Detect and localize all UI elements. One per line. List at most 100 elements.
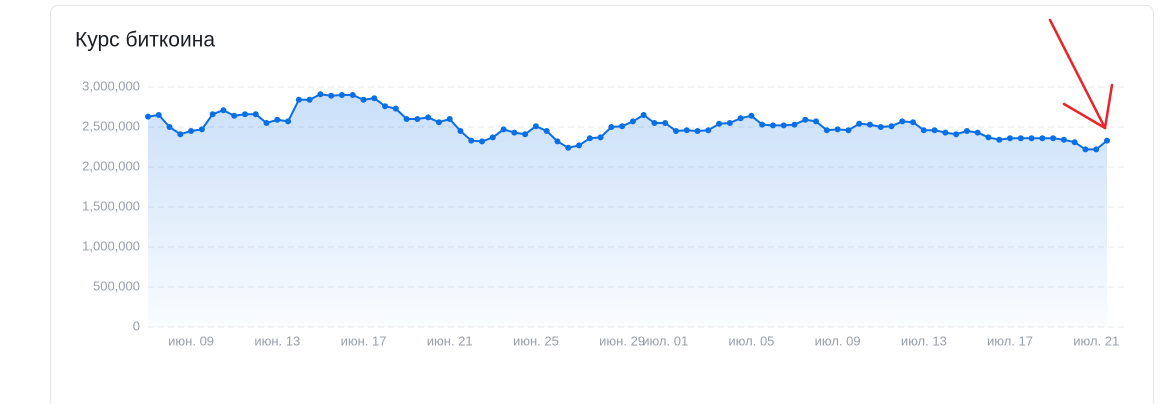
- point: [651, 120, 658, 126]
- x-tick-label: июл. 05: [728, 333, 774, 348]
- point: [597, 134, 604, 141]
- chart-title: Курс биткоина: [75, 29, 215, 52]
- arrow-shaft: [1048, 18, 1107, 130]
- point: [446, 116, 453, 122]
- point: [317, 91, 324, 98]
- y-tick-label: 1,000,000: [82, 238, 140, 253]
- point: [963, 128, 970, 134]
- point: [220, 107, 227, 114]
- point: [910, 119, 917, 126]
- point: [759, 121, 766, 128]
- point: [619, 123, 626, 130]
- point: [953, 131, 960, 138]
- point: [920, 127, 927, 134]
- chart-card: [50, 5, 1154, 404]
- point: [328, 92, 335, 99]
- y-tick-label: 2,000,000: [82, 158, 140, 173]
- point: [1007, 135, 1014, 142]
- point: [834, 126, 841, 133]
- point: [522, 131, 529, 138]
- point: [306, 96, 313, 103]
- point: [1017, 135, 1024, 142]
- point: [554, 138, 561, 145]
- point: [877, 124, 884, 130]
- point: [942, 129, 949, 136]
- x-tick-label: июн. 29: [599, 333, 645, 348]
- point: [1071, 139, 1078, 146]
- point: [672, 128, 679, 134]
- point: [155, 112, 162, 118]
- point: [1039, 135, 1046, 142]
- point: [1050, 135, 1057, 142]
- point: [500, 126, 507, 133]
- point: [145, 113, 151, 120]
- y-tick-label: 0: [133, 318, 140, 333]
- x-tick-label: июн. 21: [427, 333, 473, 348]
- point: [985, 134, 992, 141]
- point: [425, 114, 432, 121]
- point: [295, 96, 302, 103]
- point: [996, 136, 1003, 143]
- point: [468, 137, 475, 144]
- x-tick-label: июн. 25: [513, 333, 559, 348]
- point: [457, 128, 464, 134]
- point: [188, 128, 195, 134]
- point: [769, 122, 776, 129]
- x-tick-label: июн. 17: [341, 333, 387, 348]
- point: [371, 95, 378, 102]
- point: [414, 116, 421, 122]
- point: [382, 103, 389, 110]
- x-tick-label: июн. 09: [168, 333, 214, 348]
- point: [252, 111, 259, 118]
- y-tick-label: 1,500,000: [82, 198, 140, 213]
- point: [1060, 136, 1067, 143]
- point: [1093, 146, 1100, 153]
- point: [241, 111, 248, 118]
- point: [360, 96, 367, 103]
- point: [177, 131, 184, 138]
- point: [813, 118, 820, 125]
- point: [726, 120, 733, 126]
- point: [866, 121, 873, 128]
- x-tick-label: июл. 21: [1073, 333, 1119, 348]
- point: [716, 120, 723, 127]
- point: [479, 138, 486, 145]
- point: [662, 120, 669, 126]
- point: [1082, 146, 1089, 153]
- point: [586, 135, 593, 142]
- point: [166, 124, 173, 130]
- point: [403, 116, 410, 122]
- point: [791, 121, 798, 128]
- arrow-head: [1062, 102, 1107, 130]
- point: [974, 129, 981, 136]
- point: [823, 127, 830, 134]
- area: [148, 94, 1107, 327]
- x-tick-label: июн. 13: [254, 333, 300, 348]
- point: [263, 120, 270, 126]
- point: [683, 127, 690, 134]
- arrow-head: [1103, 83, 1114, 130]
- point: [845, 127, 852, 134]
- point: [780, 122, 787, 129]
- point: [629, 118, 636, 125]
- plot: [145, 91, 1110, 327]
- point: [198, 126, 205, 133]
- point: [888, 123, 895, 130]
- point: [1028, 135, 1035, 142]
- y-tick-label: 500,000: [93, 278, 140, 293]
- point: [802, 116, 809, 123]
- point: [511, 129, 518, 136]
- point: [285, 118, 292, 125]
- x-tick-label: июл. 13: [901, 333, 947, 348]
- point: [856, 120, 863, 127]
- y-tick-label: 3,000,000: [82, 78, 140, 93]
- annotation-arrow: [1048, 18, 1114, 130]
- point: [694, 128, 701, 134]
- x-tick-label: июл. 17: [987, 333, 1033, 348]
- point: [565, 144, 572, 151]
- point: [209, 111, 216, 118]
- point: [532, 123, 539, 130]
- y-tick-label: 2,500,000: [82, 118, 140, 133]
- point: [349, 92, 356, 98]
